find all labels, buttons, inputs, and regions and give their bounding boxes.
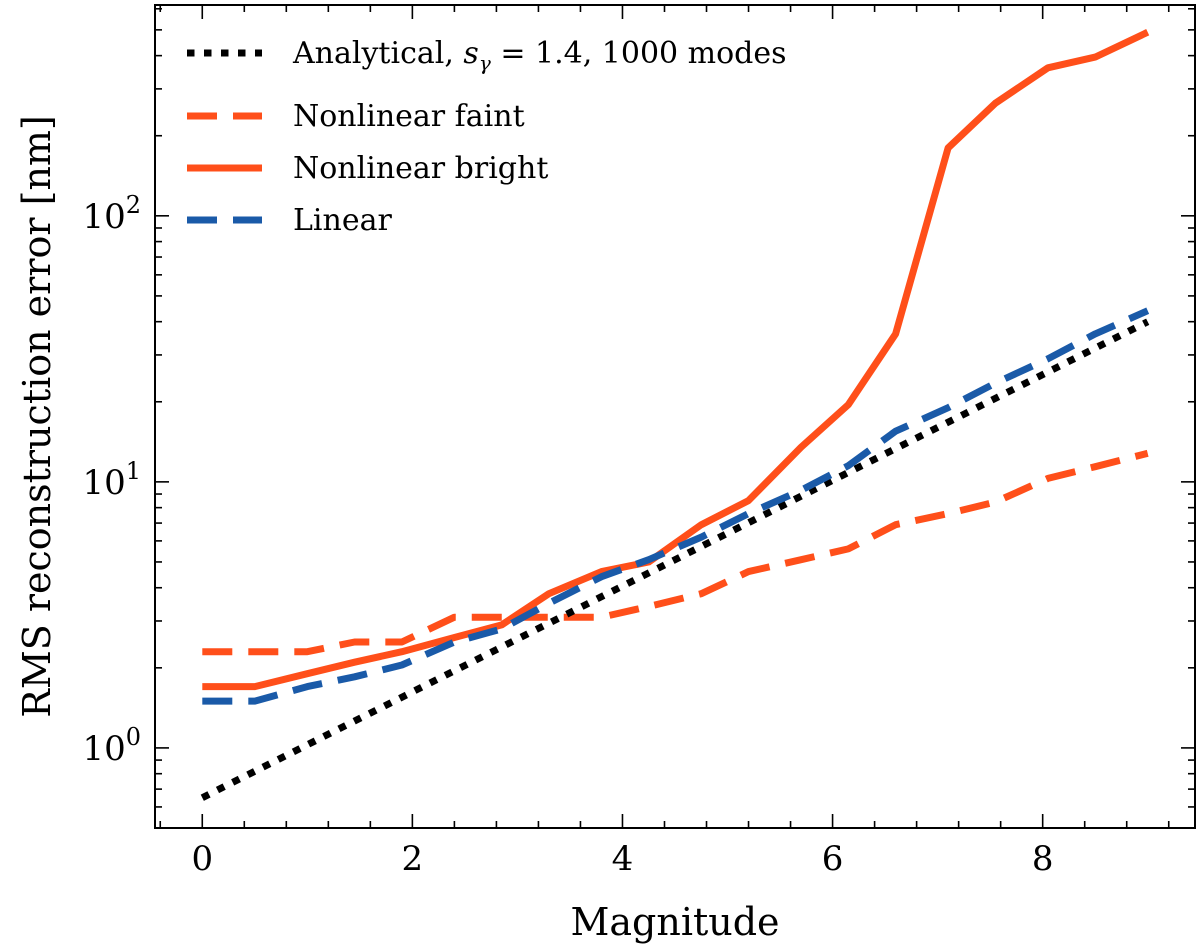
series-lines [200, 29, 1150, 801]
x-tick-label: 0 [191, 839, 213, 879]
series-line-1 [202, 449, 1149, 656]
legend: Analytical, sγ = 1.4, 1000 modes Nonlinea… [187, 36, 787, 238]
x-tick-label: 8 [1032, 839, 1054, 879]
x-axis-label: Magnitude [570, 900, 779, 944]
y-tick-label: 102 [82, 191, 141, 237]
series-line-3 [202, 307, 1150, 705]
legend-entry-1: Nonlinear faint [293, 99, 525, 134]
x-tick-label: 4 [612, 839, 634, 879]
y-tick-label: 100 [82, 723, 141, 769]
legend-entry-2: Nonlinear bright [293, 151, 548, 186]
series-line-2 [202, 29, 1150, 691]
series-line-0 [200, 318, 1150, 801]
y-tick-label: 101 [82, 457, 141, 503]
y-axis-label: RMS reconstruction error [nm] [15, 115, 59, 718]
axis-ticks [155, 5, 1195, 829]
legend-entry-0: Analytical, sγ = 1.4, 1000 modes [292, 36, 787, 75]
plot-frame [154, 4, 1196, 829]
axis-labels: 0 2 4 6 8 100 101 102 Magnitude RMS reconstructio… [15, 115, 1053, 944]
legend-entry-3: Linear [293, 203, 392, 238]
x-tick-label: 6 [822, 839, 844, 879]
x-tick-label: 2 [402, 839, 424, 879]
